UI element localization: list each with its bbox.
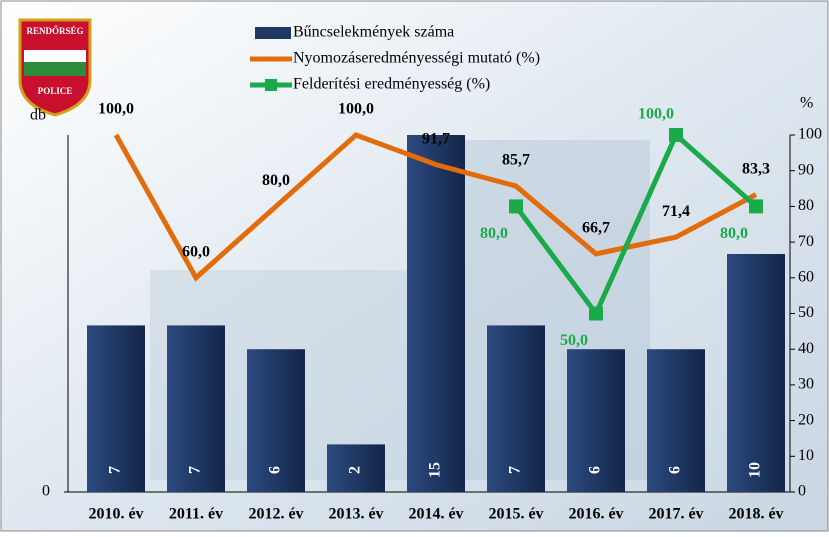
x-tick-label: 2010. év — [88, 506, 143, 523]
data-label: 50,0 — [560, 332, 588, 349]
y2-tick-label: 90 — [798, 161, 814, 178]
data-label: 100,0 — [638, 106, 674, 123]
legend-swatch — [265, 79, 277, 91]
y2-tick-label: 20 — [798, 411, 814, 428]
marker — [669, 128, 683, 142]
x-tick-label: 2014. év — [408, 506, 463, 523]
y2-tick-label: 80 — [798, 197, 814, 214]
x-tick-label: 2013. év — [328, 506, 383, 523]
data-label: 80,0 — [480, 225, 508, 242]
bar — [567, 349, 625, 492]
data-label: 83,3 — [742, 160, 770, 177]
bar — [727, 254, 785, 492]
logo-text: RENDŐRSÉG — [26, 26, 83, 36]
legend-label: Bűncselekmények száma — [293, 24, 454, 41]
data-label: 85,7 — [502, 152, 530, 169]
bar — [167, 325, 225, 492]
data-label: 60,0 — [182, 243, 210, 260]
data-label: 80,0 — [262, 172, 290, 189]
y2-tick-label: 10 — [798, 447, 814, 464]
bar-value-label: 7 — [187, 466, 204, 474]
bar-value-label: 2 — [347, 466, 364, 474]
y2-axis-label: % — [800, 95, 813, 112]
marker — [509, 199, 523, 214]
bar — [647, 349, 705, 492]
x-tick-label: 2011. év — [169, 506, 223, 523]
line — [513, 130, 758, 319]
bar-value-label: 6 — [267, 466, 284, 474]
marker — [589, 306, 603, 321]
legend-label: Nyomozáseredményességi mutató (%) — [293, 50, 540, 67]
x-tick-label: 2015. év — [488, 506, 543, 523]
y-axis-label: db — [30, 107, 46, 124]
bar — [247, 349, 305, 492]
x-tick-label: 2017. év — [648, 506, 703, 523]
bar-value-label: 15 — [427, 462, 444, 478]
marker — [749, 199, 763, 214]
bar-value-label: 7 — [507, 466, 524, 474]
y2-tick-label: 60 — [798, 268, 814, 285]
y2-tick-label: 0 — [798, 483, 806, 500]
line — [113, 132, 758, 282]
logo-text: POLICE — [38, 86, 73, 96]
legend-label: Felderítési eredményesség (%) — [293, 76, 490, 93]
y2-tick-label: 50 — [798, 304, 814, 321]
bar-value-label: 6 — [587, 466, 604, 474]
y2-tick-label: 40 — [798, 340, 814, 357]
y-tick-label: 0 — [42, 483, 50, 500]
bar-value-label: 10 — [747, 462, 764, 478]
bar — [487, 325, 545, 492]
y2-tick-label: 70 — [798, 233, 814, 250]
bar — [407, 135, 465, 492]
data-label: 100,0 — [98, 101, 134, 118]
data-label: 71,4 — [662, 203, 690, 220]
data-label: 66,7 — [582, 220, 610, 237]
bar-value-label: 6 — [667, 466, 684, 474]
data-label: 100,0 — [338, 101, 374, 118]
y2-tick-label: 100 — [798, 126, 822, 143]
bar — [327, 444, 385, 492]
y2-tick-label: 30 — [798, 376, 814, 393]
x-tick-label: 2016. év — [568, 506, 623, 523]
data-label: 80,0 — [720, 225, 748, 242]
bar-value-label: 7 — [107, 466, 124, 474]
legend-swatch — [255, 27, 291, 39]
x-tick-label: 2012. év — [248, 506, 303, 523]
data-label: 91,7 — [422, 130, 450, 147]
bar — [87, 325, 145, 492]
x-tick-label: 2018. év — [728, 506, 783, 523]
logo: RENDŐRSÉG POLICE — [18, 18, 92, 117]
